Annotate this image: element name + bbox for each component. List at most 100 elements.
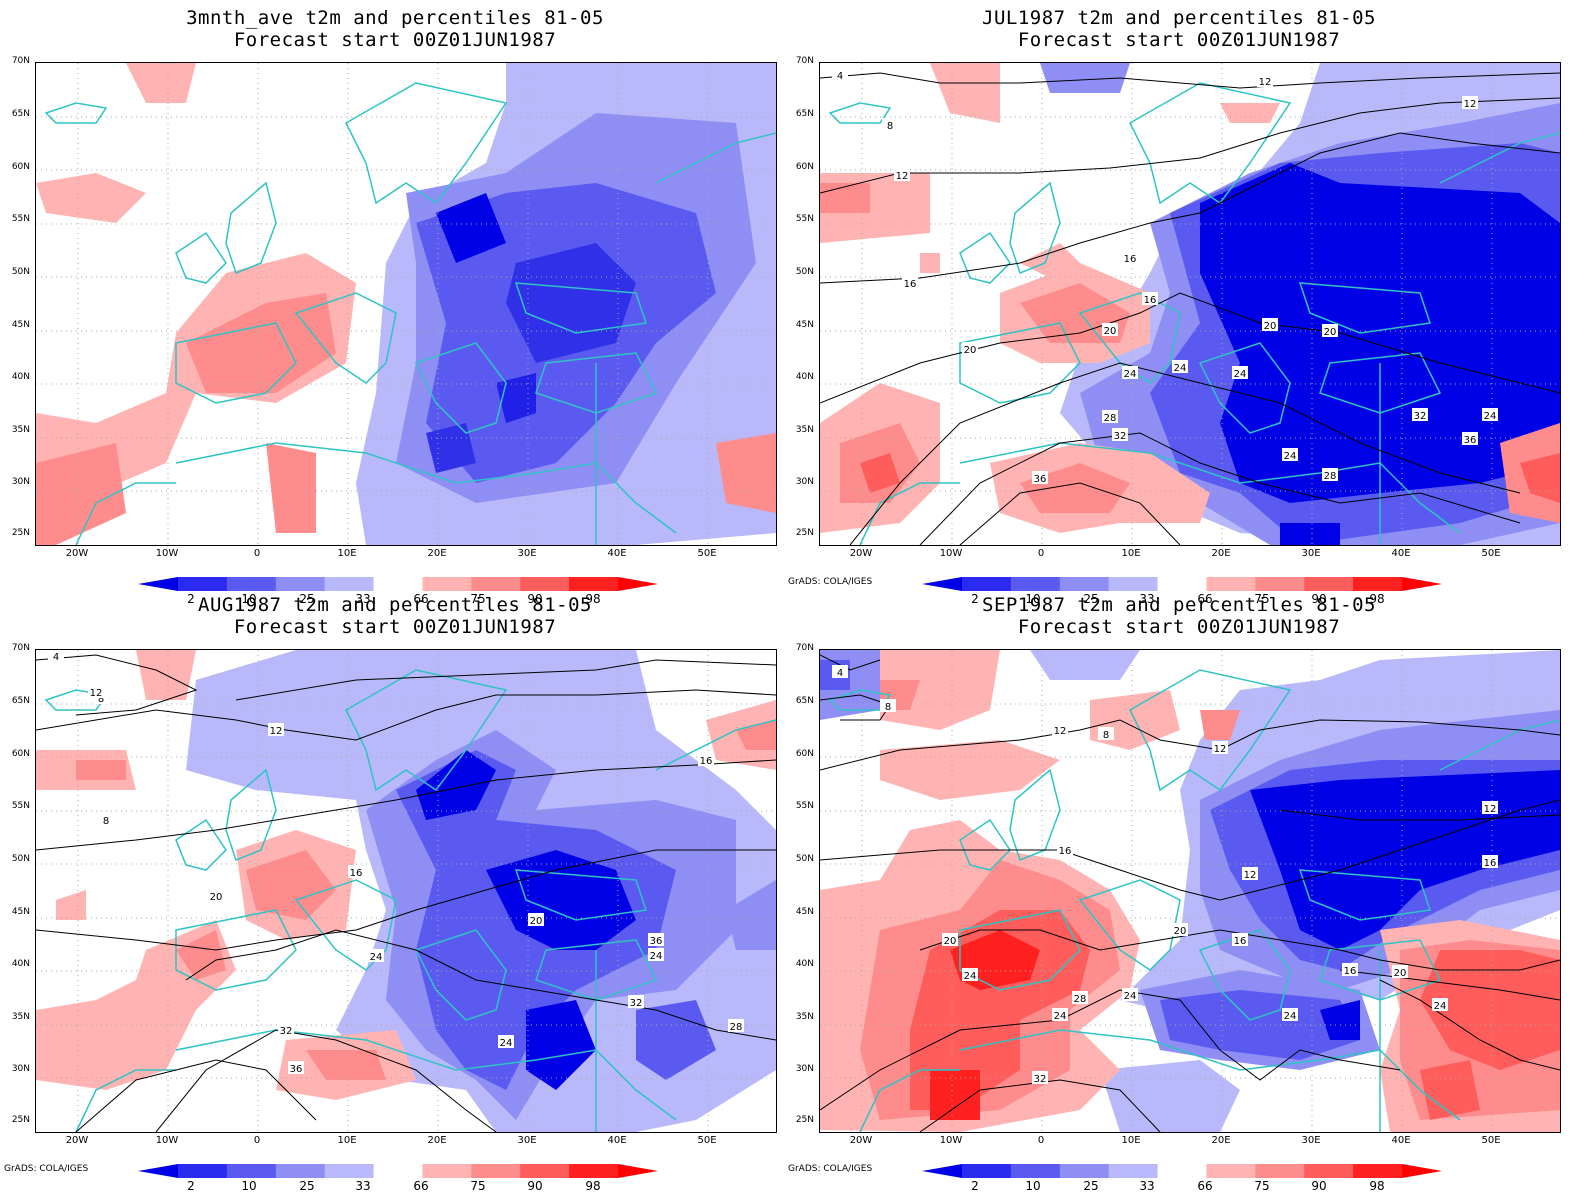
- panel-title: SEP1987 t2m and percentiles 81-05: [982, 594, 1376, 616]
- panel-subtitle: Forecast start 00Z01JUN1987: [1017, 29, 1341, 51]
- svg-text:36: 36: [650, 936, 663, 947]
- colorbar-label: 10: [1025, 1179, 1041, 1193]
- svg-text:16: 16: [1234, 936, 1247, 947]
- contour-label: 20: [942, 933, 958, 947]
- map-area: 4 8 8 12 12 12 12 16 16 16 16 20 20 20 24 24 24 24 24 28 32: [819, 649, 1561, 1133]
- colorbar-segment: [1304, 577, 1354, 591]
- contour-label: 24: [1432, 998, 1448, 1012]
- lat-label: 30N: [11, 477, 30, 487]
- svg-text:24: 24: [370, 952, 383, 963]
- colorbar-segment: [324, 1164, 375, 1178]
- lat-label: 40N: [795, 372, 814, 382]
- grads-credit: GrADS: COLA/IGES: [4, 1164, 89, 1174]
- contour-label: 24: [1282, 448, 1298, 462]
- lon-label: 40E: [1391, 548, 1411, 559]
- svg-text:8: 8: [887, 121, 893, 132]
- lat-label: 45N: [11, 320, 30, 330]
- colorbar-label: 33: [1139, 592, 1155, 606]
- colorbar-segment: [471, 577, 521, 591]
- lat-label: 50N: [795, 267, 814, 277]
- contour-label: 24: [1122, 366, 1138, 380]
- colorbar-segment: [1353, 1164, 1403, 1178]
- lon-label: 50E: [1481, 1135, 1501, 1146]
- svg-text:16: 16: [904, 279, 917, 290]
- contour-label: 28: [1072, 991, 1088, 1005]
- colorbar-label: 2: [187, 1179, 195, 1193]
- colorbar-label: 10: [1025, 592, 1041, 606]
- contour-label: 16: [1122, 251, 1138, 265]
- svg-text:24: 24: [1124, 991, 1137, 1002]
- colorbar-label: 66: [413, 592, 429, 606]
- contour-label: 24: [1172, 360, 1188, 374]
- colorbar-segment: [1304, 1164, 1354, 1178]
- colorbar-label: 98: [585, 592, 601, 606]
- colorbar-label: 25: [1083, 1179, 1099, 1193]
- contour-label: 32: [1112, 428, 1128, 442]
- colorbar-segment: [1108, 577, 1159, 591]
- colorbar-segment: [1108, 1164, 1159, 1178]
- colorbar: [922, 1164, 1442, 1178]
- map-panel-3month: 3mnth_ave t2m and percentiles 81-05 Fore…: [0, 0, 790, 606]
- contour-label: 32: [628, 995, 644, 1009]
- svg-text:12: 12: [1484, 804, 1497, 815]
- colorbar-arrow-low: [138, 1164, 178, 1178]
- lat-label: 35N: [795, 425, 814, 435]
- colorbar-segment: [422, 1164, 472, 1178]
- lat-label: 25N: [11, 528, 30, 538]
- colorbar: [922, 577, 1442, 591]
- lat-label: 65N: [795, 696, 814, 706]
- svg-text:16: 16: [1484, 858, 1497, 869]
- panel-title: 3mnth_ave t2m and percentiles 81-05: [186, 7, 604, 29]
- colorbar-segment: [1206, 577, 1256, 591]
- contour-label: 4: [48, 650, 64, 663]
- contour-label: 32: [1412, 408, 1428, 422]
- lat-label: 45N: [11, 907, 30, 917]
- colorbar-label: 75: [1254, 1179, 1270, 1193]
- colorbar-segment: [962, 1164, 1012, 1178]
- contour-label: 16: [348, 865, 364, 879]
- contour-label: 16: [1482, 855, 1498, 869]
- contour-label: 28: [728, 1019, 744, 1033]
- lon-label: 20E: [1211, 1135, 1231, 1146]
- svg-text:8: 8: [103, 816, 109, 827]
- colorbar-segment: [422, 577, 472, 591]
- lat-label: 30N: [11, 1064, 30, 1074]
- lat-label: 55N: [795, 214, 814, 224]
- svg-text:16: 16: [1344, 966, 1357, 977]
- colorbar-segment: [226, 1164, 277, 1178]
- svg-text:32: 32: [1034, 1074, 1047, 1085]
- colorbar-arrow-high: [1402, 1164, 1442, 1178]
- contour-label: 16: [1142, 292, 1158, 306]
- contour-label: 24: [368, 949, 384, 963]
- lat-label: 55N: [11, 801, 30, 811]
- contour-label: 36: [1462, 432, 1478, 446]
- lat-label: 70N: [795, 643, 814, 653]
- lat-label: 70N: [11, 643, 30, 653]
- lat-label: 30N: [795, 477, 814, 487]
- colorbar: [138, 577, 658, 591]
- panel-title: AUG1987 t2m and percentiles 81-05: [198, 594, 592, 616]
- contour-label: 12: [1052, 723, 1068, 737]
- colorbar-label: 33: [1139, 1179, 1155, 1193]
- contour-label: 4: [832, 665, 848, 679]
- contour-label: 20: [1392, 965, 1408, 979]
- colorbar-label: 90: [527, 1179, 543, 1193]
- colorbar-segment: [1353, 577, 1403, 591]
- lon-label: 10E: [1121, 548, 1141, 559]
- lon-label: 20W: [65, 1135, 89, 1146]
- colorbar-label: 90: [1311, 1179, 1327, 1193]
- colorbar-label: 33: [355, 592, 371, 606]
- svg-text:12: 12: [1244, 870, 1257, 881]
- contour-label: 12: [268, 723, 284, 737]
- panel-subtitle: Forecast start 00Z01JUN1987: [1017, 616, 1341, 638]
- lat-label: 70N: [11, 56, 30, 66]
- colorbar-segment: [1255, 1164, 1305, 1178]
- map-panel-aug: AUG1987 t2m and percentiles 81-05 Foreca…: [0, 587, 790, 1193]
- lat-label: 65N: [11, 696, 30, 706]
- colorbar-label: 25: [1083, 592, 1099, 606]
- contour-label: 8: [882, 118, 898, 132]
- svg-text:20: 20: [1104, 326, 1117, 337]
- lon-label: 20E: [427, 548, 447, 559]
- svg-text:36: 36: [1034, 474, 1047, 485]
- contour-label: 8: [1098, 727, 1114, 741]
